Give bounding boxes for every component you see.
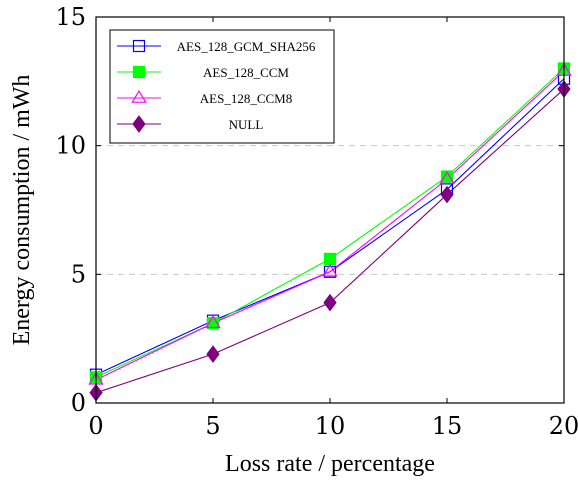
y-tick-label: 15: [55, 3, 86, 31]
x-axis-label: Loss rate / percentage: [225, 451, 435, 477]
x-tick-label: 15: [432, 412, 463, 440]
legend-label: NULL: [229, 117, 264, 132]
x-tick-label: 5: [205, 412, 220, 440]
legend-marker: [131, 89, 147, 103]
data-point-series-3: [439, 170, 455, 184]
x-axis-ticks: 0 5 10 15 20: [88, 17, 578, 440]
data-point-series-4: [323, 293, 337, 312]
data-point-series-1: [323, 265, 337, 278]
legend-label: AES_128_GCM_SHA256: [177, 39, 316, 54]
legend-marker: [132, 39, 146, 53]
data-point-series-2: [206, 317, 220, 330]
legend-label: AES_128_CCM8: [200, 91, 292, 106]
data-point-series-2: [323, 252, 337, 265]
y-tick-label: 10: [55, 132, 86, 160]
x-tick-label: 10: [315, 412, 346, 440]
data-point-series-3: [205, 315, 221, 329]
y-axis-label: Energy consumption / mWh: [9, 75, 35, 346]
legend-label: AES_128_CCM: [203, 65, 289, 80]
data-point-series-4: [440, 185, 454, 204]
gridlines: [96, 145, 564, 275]
legend: AES_128_GCM_SHA256 AES_128_CCM AES_128_CCM…: [109, 29, 335, 144]
series-line-3: [95, 70, 565, 381]
y-tick-label: 5: [71, 260, 86, 288]
legend-marker: [132, 115, 146, 133]
data-point-series-4: [206, 345, 220, 363]
data-point-series-3: [322, 263, 338, 277]
x-tick-label: 0: [88, 412, 103, 440]
x-tick-label: 20: [549, 412, 578, 440]
legend-marker: [132, 65, 146, 79]
y-axis-ticks: 0 5 10 15: [55, 3, 564, 417]
y-tick-label: 0: [71, 389, 86, 417]
